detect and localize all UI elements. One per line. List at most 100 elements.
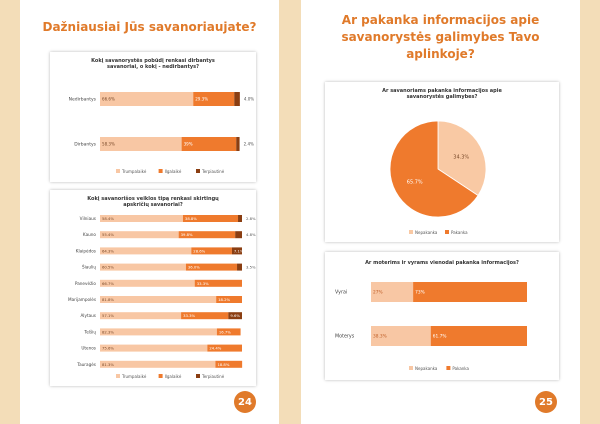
bar-segment	[216, 296, 242, 303]
chart4-title: Ar moterims ir vyrams vienodai pakanka i…	[365, 260, 519, 266]
bar-segment	[194, 279, 242, 287]
bar-segment	[207, 344, 242, 352]
bar-segment	[100, 137, 182, 151]
data-label: 2.8%	[246, 216, 256, 221]
bar-segment	[238, 215, 242, 222]
legend-label: Pakanka	[452, 366, 469, 371]
data-label: 29.3%	[195, 97, 208, 102]
category-label: Utenos	[81, 346, 96, 351]
data-label: 81.8%	[102, 297, 114, 302]
bar-segment	[100, 247, 192, 255]
legend-swatch	[158, 169, 163, 173]
page-number-badge: 25	[535, 391, 557, 413]
data-label: 7.1%	[234, 248, 244, 253]
bar-segment	[181, 312, 229, 320]
category-label: Alytaus	[80, 313, 96, 318]
bar-segment	[371, 326, 431, 346]
bar-segment	[100, 296, 217, 303]
legend-label: Trumpalaikė	[121, 169, 147, 174]
bar-segment	[191, 247, 232, 255]
bar-segment	[236, 137, 240, 151]
data-label: 66.6%	[102, 97, 115, 102]
data-label: 24.4%	[209, 346, 221, 351]
category-label: Tauragės	[76, 362, 96, 367]
legend-label: Terpiautinė	[201, 374, 225, 379]
bar-segment	[100, 263, 186, 271]
pie-label: 34.3%	[453, 155, 469, 161]
data-label: 18.2%	[218, 297, 230, 302]
data-label: 33.3%	[183, 313, 195, 318]
chart3-title: Ar savanoriams pakanka informacijos apie…	[382, 88, 502, 100]
legend-swatch	[445, 230, 449, 234]
category-label: Klaipėdos	[76, 248, 96, 253]
legend-swatch	[409, 366, 413, 370]
bar-segment	[216, 328, 241, 336]
chart2-card: Kokį savanorišos veiklos tipą renkasi sk…	[50, 190, 256, 386]
data-label: 39%	[184, 142, 193, 147]
bar-segment	[100, 92, 194, 106]
data-label: 55.4%	[102, 232, 114, 237]
data-label: 39.8%	[181, 232, 193, 237]
category-label: Dirbantys	[74, 142, 96, 148]
legend-swatch	[196, 374, 200, 378]
bar-segment	[100, 215, 183, 222]
data-label: 75.6%	[102, 346, 114, 351]
data-label: 27%	[373, 290, 383, 296]
chart4-svg: Vyrai 27% 73% Moterys 38.3% 61.7% Nepakanka Pak…	[335, 282, 527, 371]
category-label: Moterys	[335, 334, 355, 340]
page-right: Ar pakanka informacijos apie savanorystė…	[301, 0, 580, 424]
chart1-card: Kokį savanorystės pobūdį renkasi dirbant…	[50, 52, 256, 182]
bar-segment	[234, 92, 240, 106]
legend-label: Ilgalaikė	[165, 169, 182, 174]
data-label: 4.8%	[246, 232, 256, 237]
data-label: 58.3%	[102, 142, 115, 147]
bar-segment	[413, 282, 527, 302]
chart3-svg: 34.3% 65.7% Nepakanka Pakanka	[389, 120, 487, 235]
category-label: Marijampolės	[68, 297, 96, 302]
data-label: 66.7%	[102, 281, 114, 286]
category-label: Kauno	[83, 232, 97, 237]
data-label: 81.3%	[102, 362, 114, 367]
category-label: Šiaulių	[82, 265, 96, 270]
legend-swatch	[158, 374, 163, 378]
bar-segment	[181, 137, 237, 151]
data-label: 38.3%	[373, 334, 387, 340]
legend-label: Ilgalaikė	[165, 374, 182, 379]
legend-label: Pakanka	[451, 230, 468, 235]
category-label: Vyrai	[335, 290, 347, 296]
bar-segment	[235, 231, 242, 239]
bar-segment	[182, 215, 239, 222]
data-label: 36.0%	[188, 265, 200, 270]
legend-label: Nepakanka	[415, 366, 438, 371]
page-left: Dažniausiai Jūs savanoriaujate? Kokį sav…	[20, 0, 279, 424]
bar-segment	[231, 247, 242, 255]
data-label: 82.3%	[102, 329, 114, 334]
legend-swatch	[196, 169, 200, 173]
right-title-line-1: Ar pakanka informacijos apie	[341, 13, 540, 27]
data-label: 4.0%	[244, 97, 254, 102]
bar-segment	[185, 263, 238, 271]
bar-segment	[193, 92, 235, 106]
data-label: 3.5%	[246, 265, 256, 270]
bar-segment	[100, 328, 217, 336]
chart3-card: Ar savanoriams pakanka informacijos apie…	[325, 82, 559, 242]
data-label: 18.8%	[217, 362, 229, 367]
bar-segment	[371, 282, 414, 302]
data-label: 58.4%	[102, 216, 114, 221]
right-page-title: Ar pakanka informacijos apie savanorystė…	[301, 12, 580, 63]
legend-swatch	[116, 374, 120, 378]
chart2-svg: Vilniaus 58.4% 38.8% 2.8% Kauno 55.4% 39.8% 4.8…	[68, 215, 256, 379]
page-number-badge: 24	[234, 391, 256, 413]
legend-swatch	[116, 169, 120, 173]
chart1-title: Kokį savanorystės pobūdį renkasi dirbant…	[91, 58, 215, 70]
legend-swatch	[409, 230, 413, 234]
bar-segment	[100, 279, 195, 287]
pie-slice	[389, 120, 479, 218]
legend-swatch	[446, 366, 451, 370]
bar-segment	[100, 312, 182, 320]
category-label: Vilniaus	[80, 216, 96, 221]
right-title-line-2: savanorystės galimybes Tavo	[341, 30, 540, 44]
pie-label: 65.7%	[407, 179, 423, 185]
bar-segment	[228, 312, 242, 320]
bar-segment	[430, 326, 527, 346]
